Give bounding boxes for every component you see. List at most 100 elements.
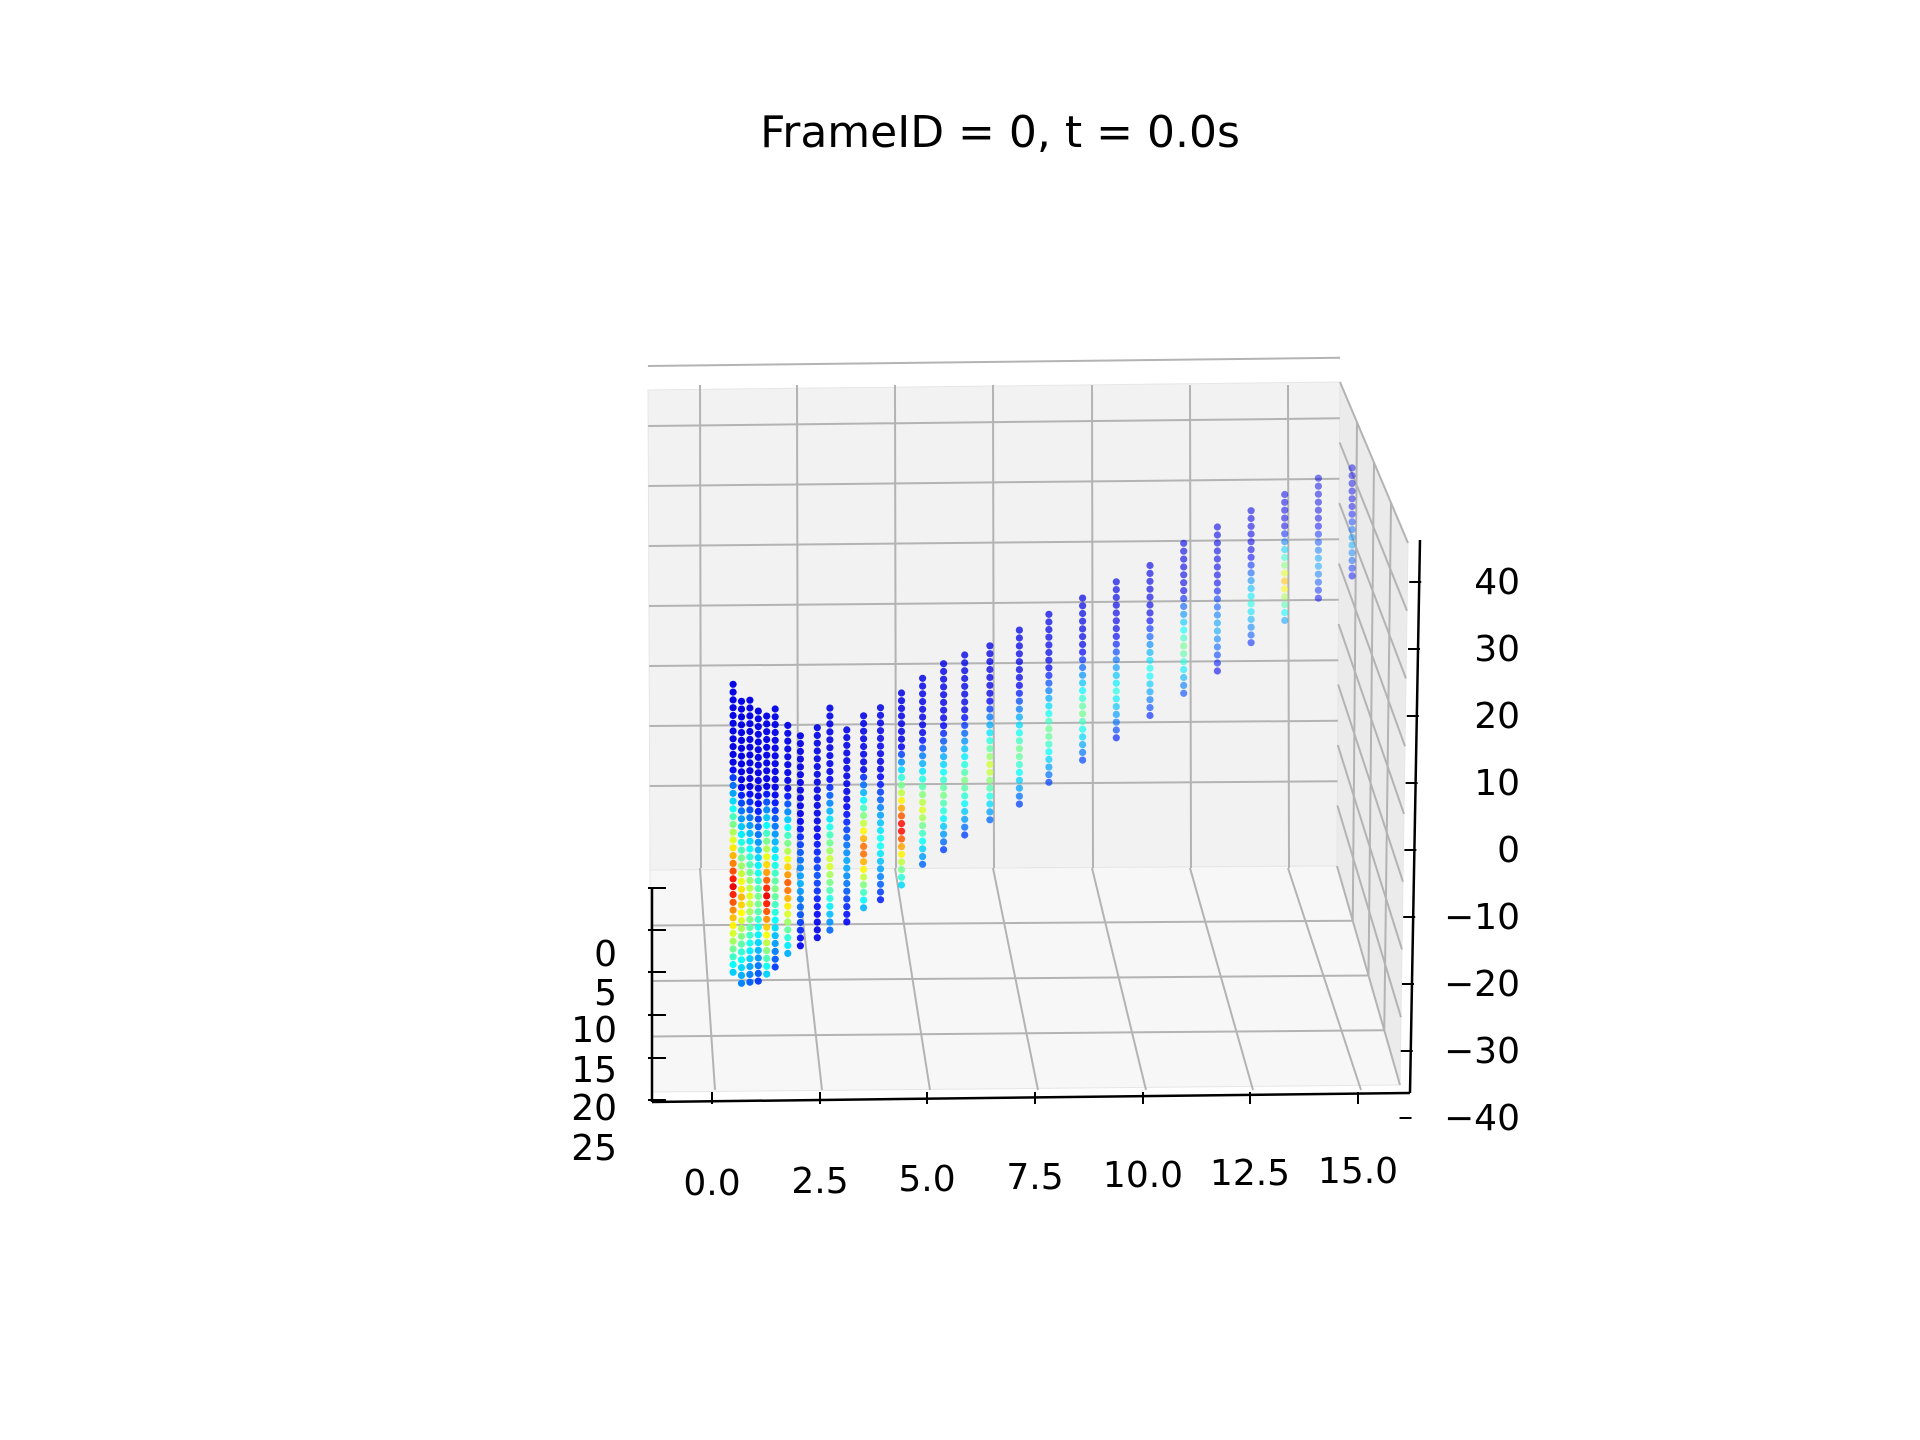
scatter-point [763,868,771,877]
scatter-point [1079,640,1087,649]
scatter-point [1348,572,1356,580]
scatter-point [860,789,868,797]
z-tick-label: 10 [1474,763,1520,804]
scatter-point [1348,564,1356,572]
scatter-point [746,931,754,939]
scatter-point [1180,571,1188,579]
scatter-point [746,915,754,924]
scatter-point [876,780,885,789]
scatter-point [813,879,821,887]
scatter-point [784,926,792,934]
scatter-point [771,775,779,784]
scatter-point [754,946,762,954]
scatter-point [1348,556,1356,565]
scatter-point [1247,514,1255,523]
scatter-point [940,846,948,854]
scatter-point [826,839,834,847]
scatter-point [763,814,771,822]
scatter-point [813,801,821,810]
scatter-point [826,847,834,855]
scatter-point [1045,633,1053,641]
scatter-point [784,934,792,942]
scatter-point [746,743,754,751]
back-vgrid-line [796,384,799,869]
scatter-point [771,893,779,901]
scatter-point [961,745,969,753]
scatter-point [860,904,868,912]
scatter-point [729,781,737,790]
scatter-point [961,768,969,777]
scatter-point [784,737,792,745]
scatter-point [1281,506,1289,514]
scatter-point [897,781,906,789]
scatter-point [754,746,762,754]
scatter-point [1045,725,1053,733]
scatter-point [784,886,792,895]
scatter-point [1045,778,1053,786]
scatter-point [763,743,771,751]
scatter-point [1015,737,1024,745]
scatter-point [737,799,746,807]
scatter-point [1314,554,1322,562]
scatter-point [1112,601,1120,609]
scatter-point [796,911,805,919]
scatter-point [1146,664,1154,672]
scatter-point [754,854,762,862]
scatter-point [876,857,885,865]
scatter-point [763,923,771,931]
scatter-point [1314,530,1322,538]
scatter-point [737,721,746,729]
scatter-point [940,675,948,683]
scatter-point [1314,474,1322,482]
scatter-point [771,721,779,729]
scatter-point [843,818,851,826]
scatter-point [1079,756,1087,764]
scatter-point [940,714,948,722]
scatter-point [826,894,834,903]
scatter-point [1180,666,1188,674]
scatter-point [746,696,754,704]
scatter-point [919,729,927,737]
x-tick-label: 10.0 [1103,1155,1183,1196]
scatter-point [897,812,906,820]
scatter-point [876,803,885,812]
y-tick-label: 25 [571,1128,617,1169]
scatter-point [876,757,885,766]
scatter-point [737,830,746,839]
scatter-point [754,869,762,877]
grid-lines [647,356,1409,1091]
scatter-point [1180,642,1188,650]
scatter-point [940,830,948,838]
scatter-point [729,704,737,712]
scatter-point [1213,523,1221,531]
scatter-point [746,923,754,932]
scatter-point [746,892,754,900]
scatter-point [796,755,805,763]
scatter-point [1045,679,1053,687]
scatter-point [737,885,746,893]
scatter-point [961,706,969,714]
scatter-point [860,881,868,889]
scatter-point [1079,725,1087,733]
scatter-point [1348,472,1356,480]
scatter-point [746,978,754,986]
scatter-point [876,826,885,835]
scatter-point [729,922,737,930]
scatter-point [1247,584,1255,593]
scatter-point [919,682,927,690]
scatter-point [784,855,792,863]
y-tick-label: 20 [571,1088,617,1129]
scatter-point [1079,710,1087,718]
scatter-point [961,682,969,690]
scatter-point [1112,718,1120,726]
scatter-point [876,704,885,712]
scatter-point [1045,618,1053,626]
scatter-point [919,791,927,799]
scatter-point [986,697,994,705]
scatter-point [1247,600,1255,608]
scatter-point [729,828,737,836]
scatter-point [1045,626,1053,634]
scatter-point [813,848,821,856]
scatter-point [796,895,805,903]
z-axis-line [1408,539,1422,1094]
